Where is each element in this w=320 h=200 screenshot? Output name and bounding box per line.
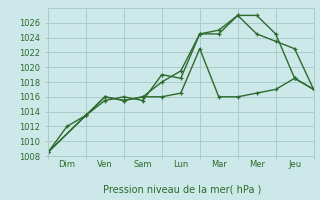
Text: Jeu: Jeu: [288, 160, 301, 169]
Text: Mar: Mar: [211, 160, 227, 169]
Text: Lun: Lun: [173, 160, 188, 169]
Text: Ven: Ven: [97, 160, 113, 169]
Text: Pression niveau de la mer( hPa ): Pression niveau de la mer( hPa ): [103, 184, 261, 194]
Text: Mer: Mer: [249, 160, 265, 169]
Text: Dim: Dim: [59, 160, 76, 169]
Text: Sam: Sam: [134, 160, 152, 169]
